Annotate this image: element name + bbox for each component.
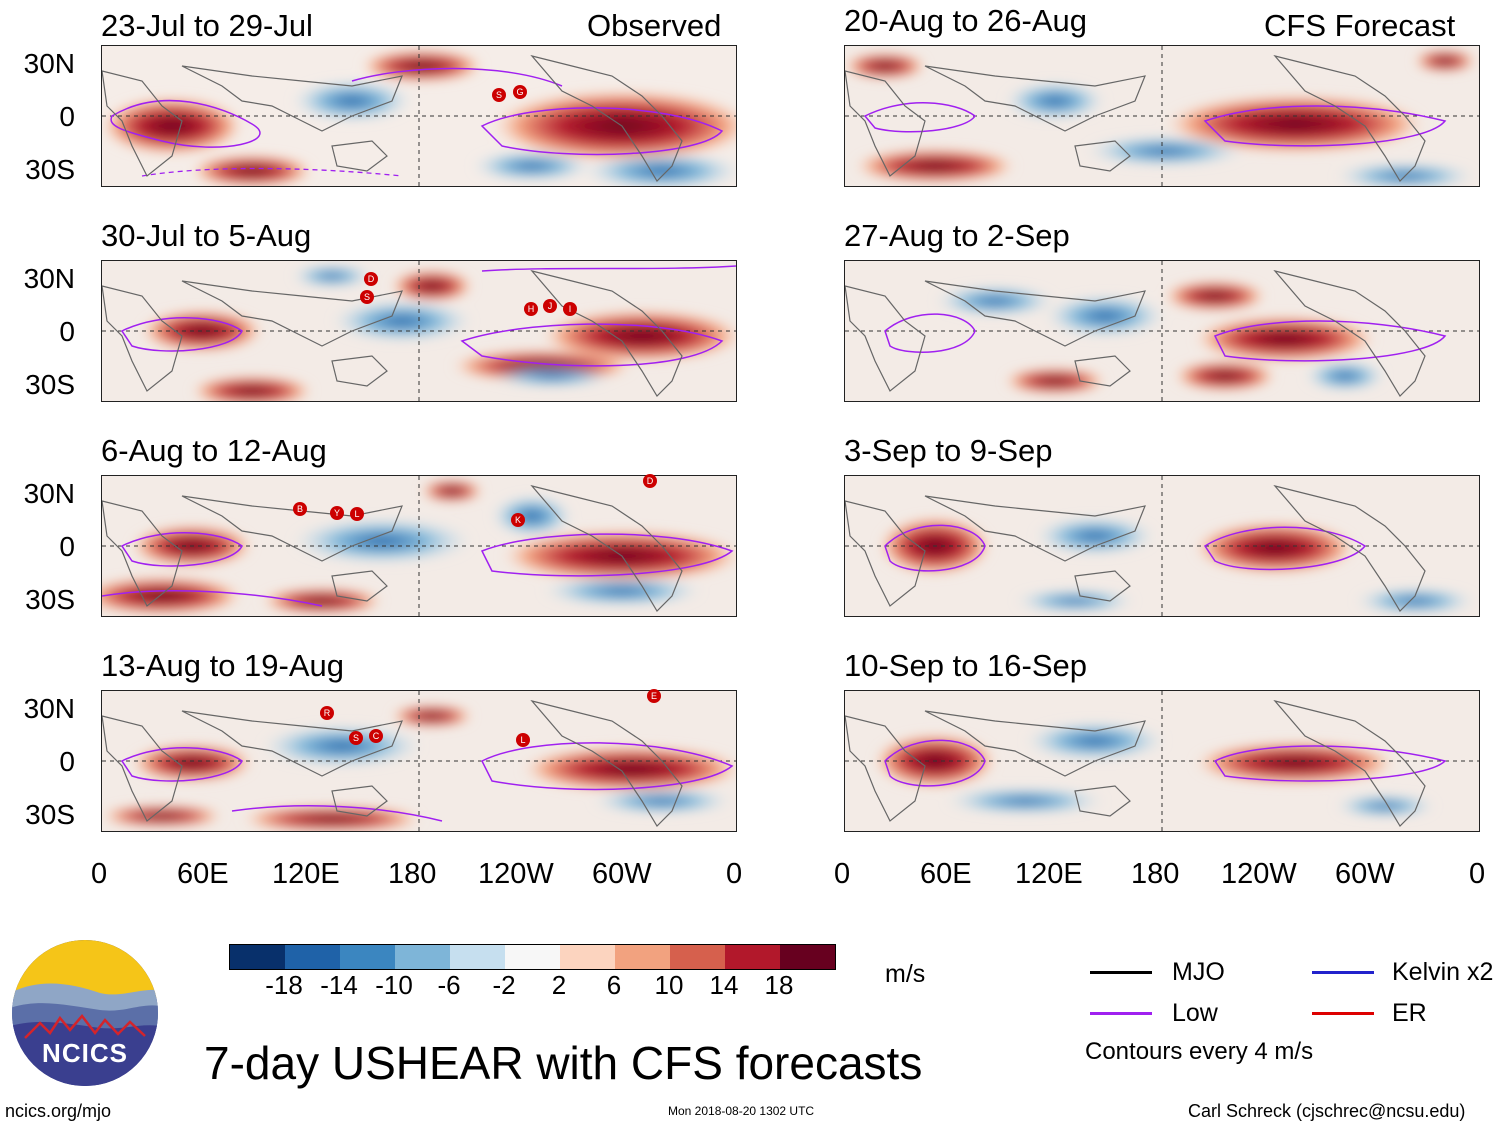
shear-map-forecast-4 [844, 690, 1480, 832]
colorbar [229, 944, 836, 970]
storm-marker: E [647, 689, 661, 703]
storm-marker: J [543, 299, 557, 313]
storm-marker: D [643, 474, 657, 488]
storm-marker: I [563, 302, 577, 316]
lon-label: 0 [834, 858, 851, 890]
storm-marker: G [513, 85, 527, 99]
logo-text: NCICS [42, 1038, 128, 1068]
colorbar-bin [395, 945, 450, 969]
lon-label: 0 [726, 858, 743, 890]
ncics-logo: NCICS [10, 938, 160, 1088]
shear-map-forecast-2 [844, 260, 1480, 402]
lon-label: 180 [388, 858, 437, 890]
colorbar-label: -14 [320, 970, 358, 1000]
storm-marker: S [492, 88, 506, 102]
legend-line-mjo [1090, 971, 1152, 974]
lat-label-30n: 30N [23, 693, 75, 724]
panel-title: 23-Jul to 29-Jul [101, 8, 313, 43]
panel-title: 27-Aug to 2-Sep [844, 218, 1070, 253]
observed-header: Observed [587, 8, 722, 43]
storm-marker: K [511, 513, 525, 527]
lon-label: 120E [1015, 858, 1083, 890]
colorbar-unit: m/s [885, 960, 926, 988]
lat-label-30s: 30S [25, 584, 75, 615]
panel-title: 13-Aug to 19-Aug [101, 648, 345, 683]
storm-marker: B [293, 502, 307, 516]
lat-label-30n: 30N [23, 478, 75, 509]
colorbar-bin [340, 945, 395, 969]
colorbar-bin [505, 945, 560, 969]
colorbar-label: 2 [551, 970, 567, 1000]
lon-label: 60E [177, 858, 229, 890]
lon-label: 0 [1469, 858, 1486, 890]
colorbar-bin [560, 945, 615, 969]
colorbar-label: -6 [437, 970, 461, 1000]
colorbar-label: -10 [375, 970, 413, 1000]
colorbar-bin [670, 945, 725, 969]
storm-marker: D [364, 272, 378, 286]
storm-marker: L [350, 507, 364, 521]
shear-map-forecast-1 [844, 45, 1480, 187]
colorbar-bin [285, 945, 340, 969]
panel-title: 3-Sep to 9-Sep [844, 433, 1053, 468]
lat-label-eq: 0 [59, 316, 75, 347]
lat-label-eq: 0 [59, 101, 75, 132]
shear-map-observed-1 [101, 45, 737, 187]
footer-center: Mon 2018-08-20 1302 UTC [668, 1104, 815, 1118]
footer-left: ncics.org/mjo [5, 1101, 112, 1121]
lon-label: 120E [272, 858, 340, 890]
lat-label-30n: 30N [23, 263, 75, 294]
colorbar-bin [615, 945, 670, 969]
lat-label-30s: 30S [25, 154, 75, 185]
storm-marker: S [349, 731, 363, 745]
lon-label: 120W [1221, 858, 1297, 890]
storm-marker: R [320, 706, 334, 720]
panel-title: 10-Sep to 16-Sep [844, 648, 1088, 683]
lon-label: 0 [91, 858, 108, 890]
colorbar-label: 14 [709, 970, 739, 1000]
lon-label: 120W [478, 858, 554, 890]
forecast-header: CFS Forecast [1264, 8, 1456, 43]
legend-line-low [1090, 1012, 1152, 1015]
storm-marker: L [516, 733, 530, 747]
storm-marker: S [360, 290, 374, 304]
lat-label-eq: 0 [59, 746, 75, 777]
colorbar-bin [725, 945, 780, 969]
lon-label: 60E [920, 858, 972, 890]
lat-label-30s: 30S [25, 799, 75, 830]
lon-label: 60W [1335, 858, 1395, 890]
storm-marker: Y [330, 506, 344, 520]
legend-line-kelvin [1312, 971, 1374, 974]
panel-title: 30-Jul to 5-Aug [101, 218, 312, 253]
shear-map-forecast-3 [844, 475, 1480, 617]
shear-map-observed-2 [101, 260, 737, 402]
colorbar-label: -18 [265, 970, 303, 1000]
legend-label: Kelvin x2 [1392, 958, 1494, 986]
footer-right: Carl Schreck (cjschrec@ncsu.edu) [1188, 1101, 1466, 1121]
colorbar-label: 10 [654, 970, 684, 1000]
storm-marker: C [369, 729, 383, 743]
shear-map-observed-4 [101, 690, 737, 832]
storm-marker: H [524, 302, 538, 316]
lat-label-eq: 0 [59, 531, 75, 562]
lat-label-30s: 30S [25, 369, 75, 400]
lon-label: 180 [1131, 858, 1180, 890]
panel-title: 20-Aug to 26-Aug [844, 3, 1088, 38]
main-title: 7-day USHEAR with CFS forecasts [204, 1037, 923, 1089]
colorbar-bin [450, 945, 505, 969]
legend-label: Low [1172, 999, 1218, 1027]
legend-label: ER [1392, 999, 1427, 1027]
lat-label-30n: 30N [23, 48, 75, 79]
colorbar-label: -2 [492, 970, 516, 1000]
legend-label: MJO [1172, 958, 1225, 986]
colorbar-bin [230, 945, 285, 969]
shear-map-observed-3 [101, 475, 737, 617]
colorbar-bin [780, 945, 835, 969]
panel-title: 6-Aug to 12-Aug [101, 433, 327, 468]
colorbar-label: 18 [764, 970, 794, 1000]
legend-line-er [1312, 1012, 1374, 1015]
legend-note: Contours every 4 m/s [1085, 1038, 1314, 1065]
lon-label: 60W [592, 858, 652, 890]
colorbar-label: 6 [606, 970, 622, 1000]
